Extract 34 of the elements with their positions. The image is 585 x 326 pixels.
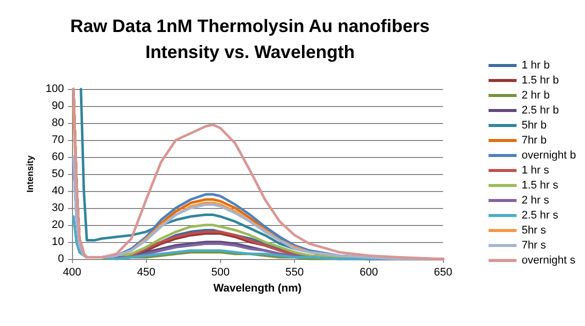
- legend-label: overnight s: [522, 254, 576, 266]
- x-tick-label: 650: [434, 266, 452, 278]
- legend-label: 2.5 hr s: [522, 210, 559, 222]
- legend-label: 2.5 hr b: [522, 104, 559, 116]
- legend-label: 2 hr s: [522, 194, 550, 206]
- x-axis-title: Wavelength (nm): [213, 282, 302, 294]
- y-tick-label: 50: [52, 168, 64, 180]
- legend-label: 5hr b: [522, 120, 547, 132]
- y-tick-label: 20: [52, 219, 64, 231]
- y-tick-label: 60: [52, 151, 64, 163]
- legend-label: 7hr b: [522, 134, 547, 146]
- y-tick-label: 90: [52, 100, 64, 112]
- legend-label: 2 hr b: [522, 90, 550, 102]
- legend-label: 7hr s: [522, 240, 547, 252]
- chart-title: Raw Data 1nM Thermolysin Au nanofibers Intensity vs. Wavelength: [70, 16, 430, 62]
- legend-label: overnight b: [522, 150, 576, 162]
- y-tick-label: 80: [52, 117, 64, 129]
- x-tick-label: 500: [211, 266, 230, 278]
- x-tick-label: 400: [62, 266, 82, 278]
- x-tick-label: 600: [360, 266, 378, 278]
- y-tick-label: 10: [52, 236, 64, 248]
- legend-label: 1.5 hr s: [522, 180, 559, 192]
- y-tick-label: 100: [46, 83, 64, 95]
- y-tick-label: 30: [52, 202, 64, 214]
- x-tick-label: 450: [137, 266, 156, 278]
- legend-label: 1.5 hr b: [522, 74, 559, 86]
- x-tick-label: 550: [285, 266, 304, 278]
- legend-label: 5hr s: [522, 224, 547, 236]
- y-tick-label: 0: [58, 253, 64, 265]
- y-axis-title: Intensity: [25, 155, 36, 193]
- legend-label: 1 hr s: [522, 164, 550, 176]
- y-tick-label: 70: [52, 134, 64, 146]
- y-tick-label: 40: [52, 185, 64, 197]
- legend-label: 1 hr b: [522, 60, 550, 72]
